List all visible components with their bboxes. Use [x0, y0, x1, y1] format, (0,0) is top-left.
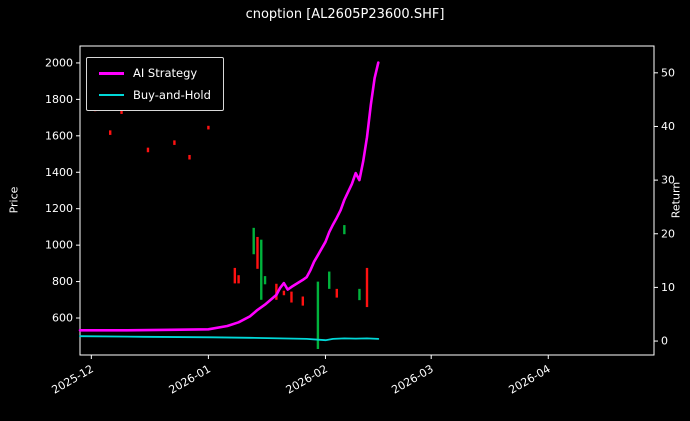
- price-tick-label: 1800: [45, 93, 73, 106]
- date-tick-label: 2025-12: [50, 362, 96, 396]
- date-tick-label: 2026-03: [389, 362, 435, 396]
- price-tick-label: 1400: [45, 166, 73, 179]
- chart-title: cnoption [AL2605P23600.SHF]: [245, 7, 445, 22]
- price-tick-label: 600: [52, 312, 73, 325]
- legend-item-ai-strategy: AI Strategy: [99, 66, 211, 80]
- candles-layer: [93, 106, 369, 349]
- return-tick-label: 0: [661, 335, 668, 348]
- date-tick-label: 2026-04: [506, 362, 552, 396]
- return-tick-label: 50: [661, 66, 675, 79]
- return-tick-label: 10: [661, 281, 675, 294]
- date-tick-label: 2026-02: [284, 362, 330, 396]
- ai-strategy-line-swatch: [99, 71, 124, 75]
- date-tick-label: 2026-01: [167, 362, 213, 396]
- legend: AI Strategy Buy-and-Hold: [86, 57, 224, 111]
- return-tick-label: 40: [661, 120, 675, 133]
- series-line-bh: [79, 335, 380, 342]
- legend-label-bh: Buy-and-Hold: [133, 88, 211, 102]
- legend-item-buy-and-hold: Buy-and-Hold: [99, 88, 211, 102]
- plot-frame: [79, 45, 655, 356]
- price-tick-label: 800: [52, 275, 73, 288]
- price-tick-label: 1200: [45, 202, 73, 215]
- buy-and-hold-line-swatch: [99, 94, 124, 96]
- price-tick-label: 1600: [45, 129, 73, 142]
- legend-label-ai: AI Strategy: [133, 66, 198, 80]
- series-line-ai: [78, 61, 380, 332]
- series-layer: [78, 61, 380, 342]
- price-tick-label: 2000: [45, 56, 73, 69]
- price-tick-label: 1000: [45, 239, 73, 252]
- return-tick-label: 20: [661, 227, 675, 240]
- return-tick-label: 30: [661, 174, 675, 187]
